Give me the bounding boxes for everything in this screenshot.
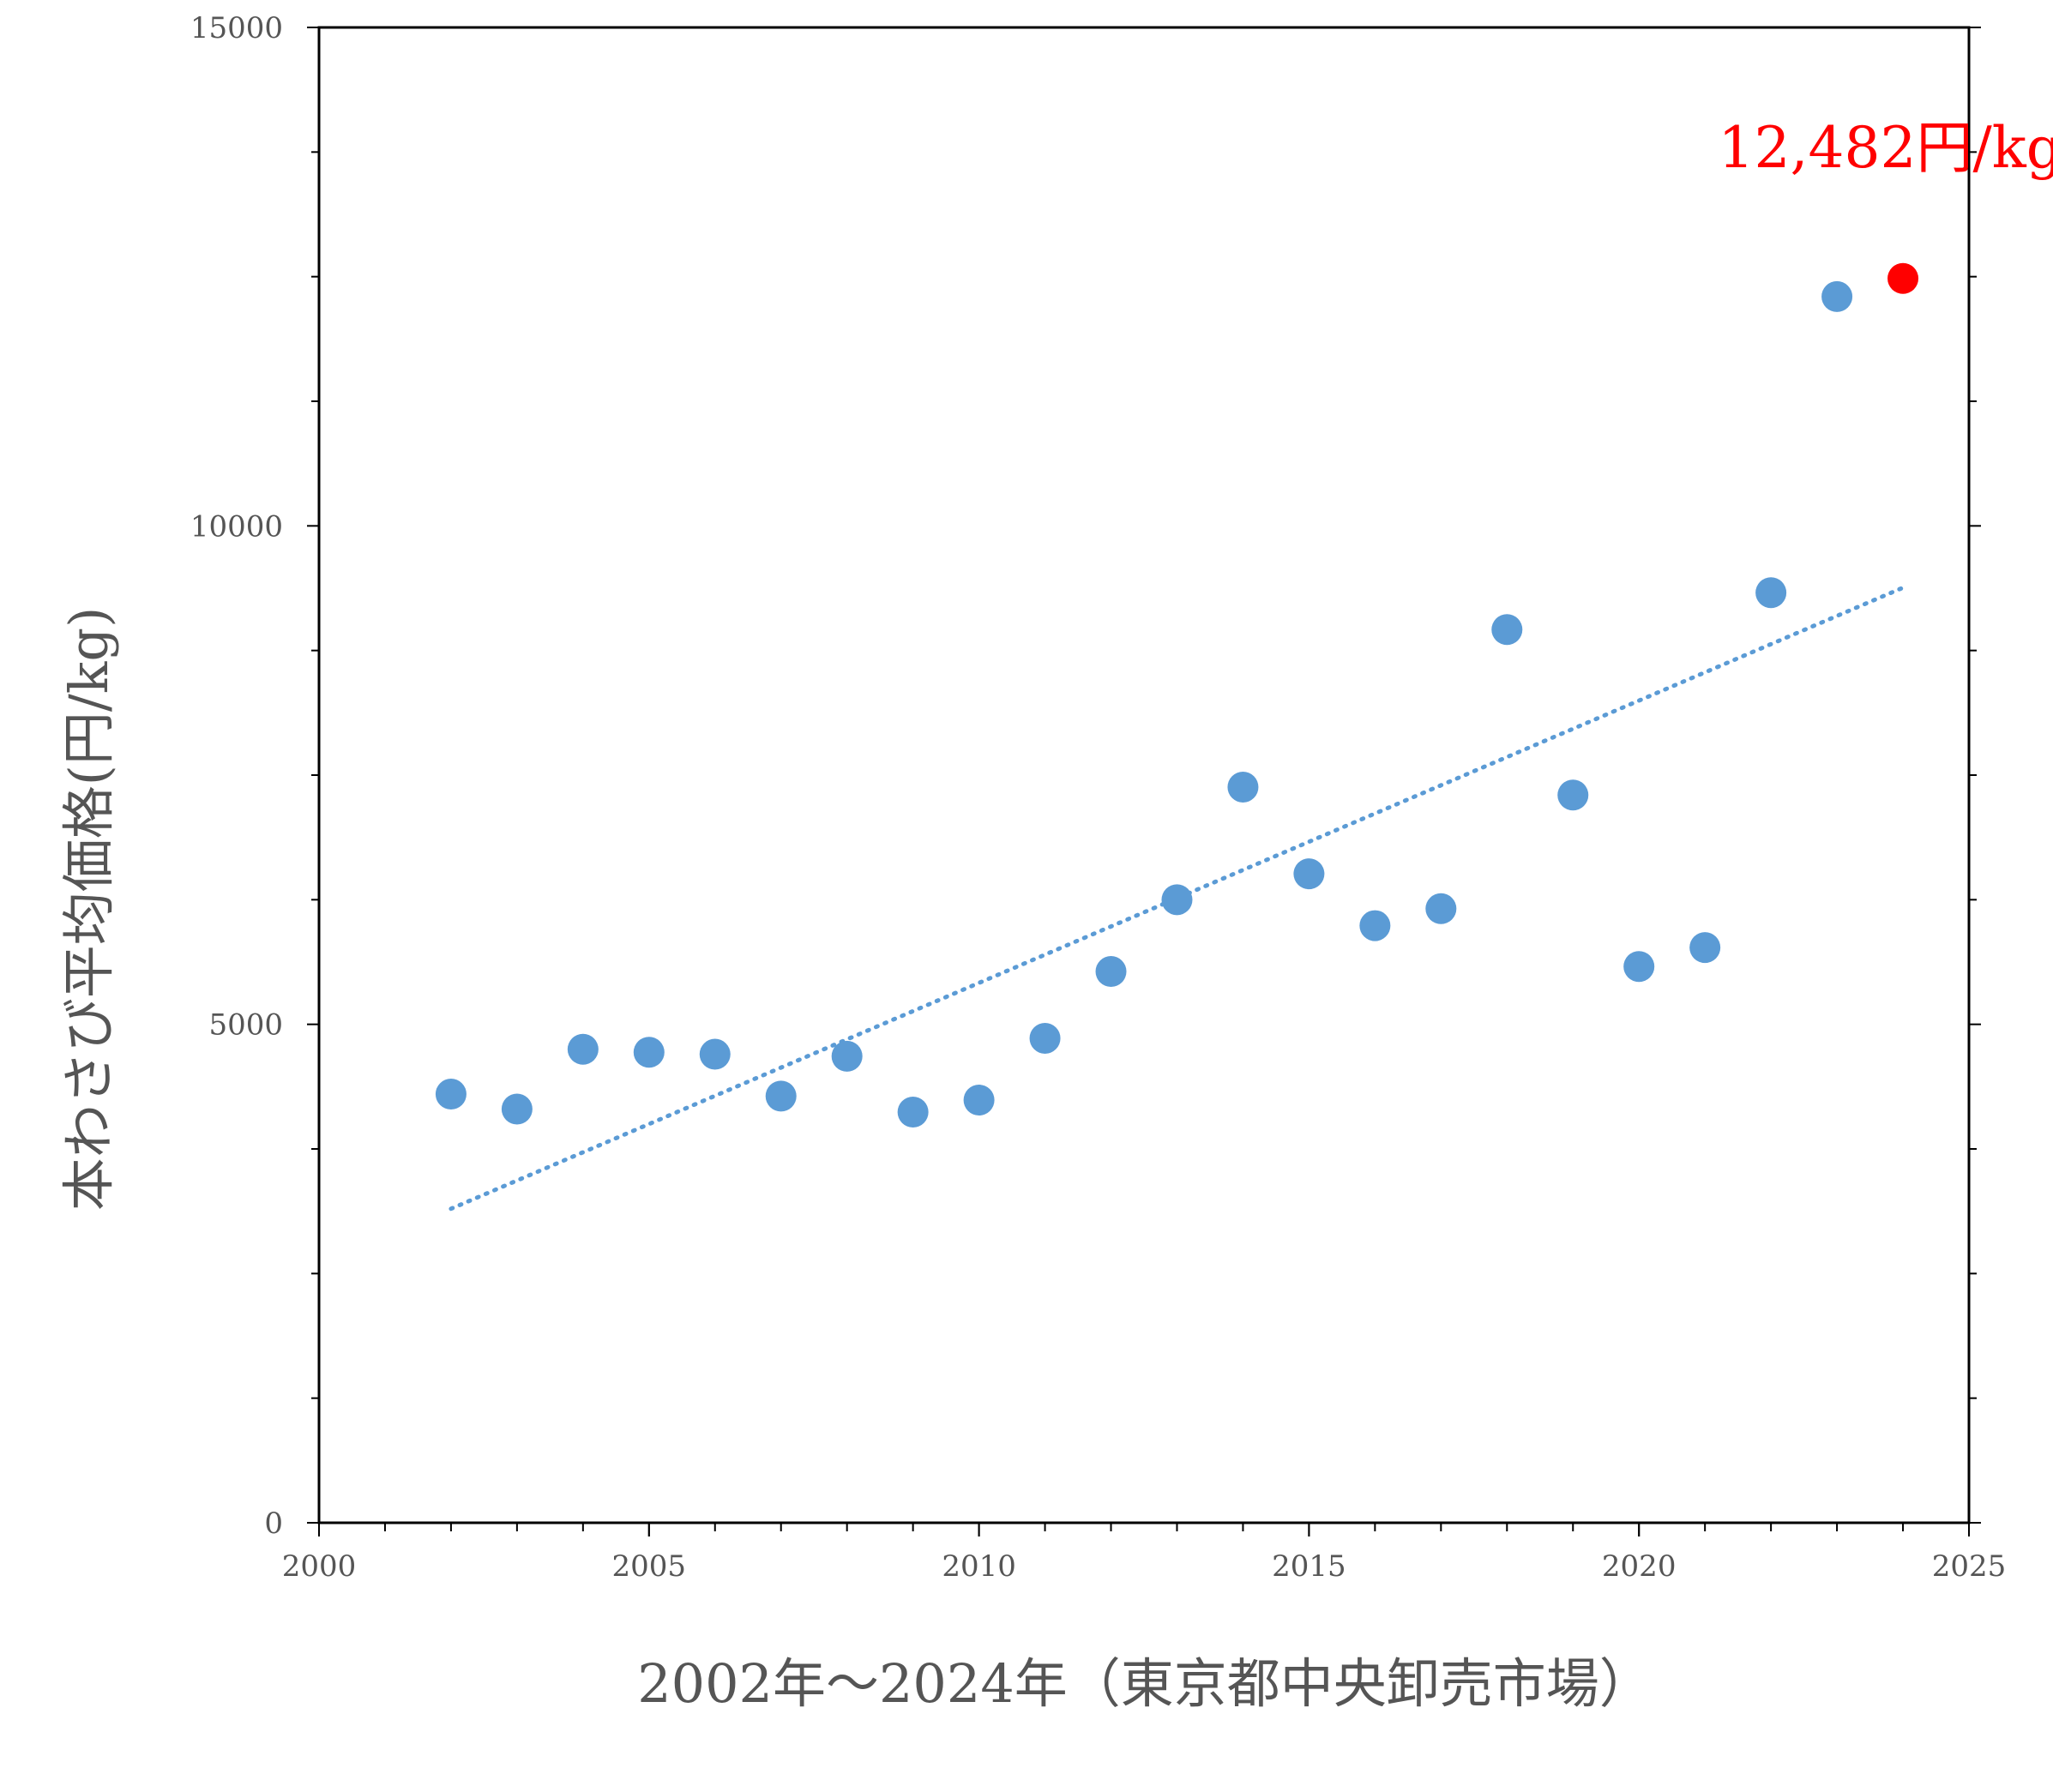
data-point-2011 <box>1029 1022 1061 1054</box>
x-tick-label: 2025 <box>1932 1549 2007 1584</box>
data-point-2024 <box>1887 262 1919 294</box>
y-axis-ticks <box>307 27 1981 1524</box>
y-axis-title: 本わさび平均価格(円/kg) <box>57 607 120 1212</box>
data-point-2008 <box>831 1040 863 1072</box>
data-point-2023 <box>1821 280 1853 312</box>
data-point-2005 <box>633 1037 665 1068</box>
data-point-2014 <box>1227 771 1259 803</box>
data-point-2004 <box>567 1033 599 1065</box>
data-point-2017 <box>1425 893 1457 924</box>
data-point-2021 <box>1689 932 1721 964</box>
data-point-2015 <box>1293 858 1325 890</box>
data-point-2013 <box>1161 884 1193 916</box>
x-tick-label: 2020 <box>1602 1549 1677 1584</box>
y-tick-label: 10000 <box>190 509 283 544</box>
data-point-2012 <box>1095 956 1127 988</box>
trend-line <box>449 585 1905 1212</box>
plot-area <box>317 26 1971 1524</box>
data-points <box>435 262 1919 1128</box>
x-axis-tick-labels: 2000 2005 2010 2015 2020 2025 <box>282 1549 2007 1584</box>
y-tick-label: 0 <box>264 1506 283 1541</box>
annotation-2024-price: 12,482円/kg <box>1719 115 2053 181</box>
data-point-2007 <box>765 1080 797 1112</box>
data-point-2019 <box>1557 779 1589 811</box>
y-tick-label: 15000 <box>190 11 283 45</box>
data-point-2010 <box>963 1085 995 1116</box>
x-axis-ticks <box>318 1523 1970 1536</box>
data-point-2020 <box>1623 951 1655 983</box>
x-tick-label: 2015 <box>1272 1549 1346 1584</box>
data-point-2018 <box>1491 614 1523 646</box>
x-tick-label: 2005 <box>612 1549 687 1584</box>
data-point-2016 <box>1359 910 1391 941</box>
data-point-2002 <box>435 1079 467 1110</box>
y-axis-tick-labels: 0 5000 10000 15000 <box>190 11 283 1541</box>
x-axis-title: 2002年～2024年（東京都中央卸売市場） <box>637 1652 1653 1715</box>
data-point-2006 <box>699 1038 731 1070</box>
x-tick-label: 2010 <box>942 1549 1016 1584</box>
y-tick-label: 5000 <box>208 1008 283 1043</box>
data-point-2003 <box>501 1093 533 1125</box>
data-point-2022 <box>1755 577 1787 609</box>
data-point-2009 <box>897 1096 929 1128</box>
x-tick-label: 2000 <box>282 1549 357 1584</box>
